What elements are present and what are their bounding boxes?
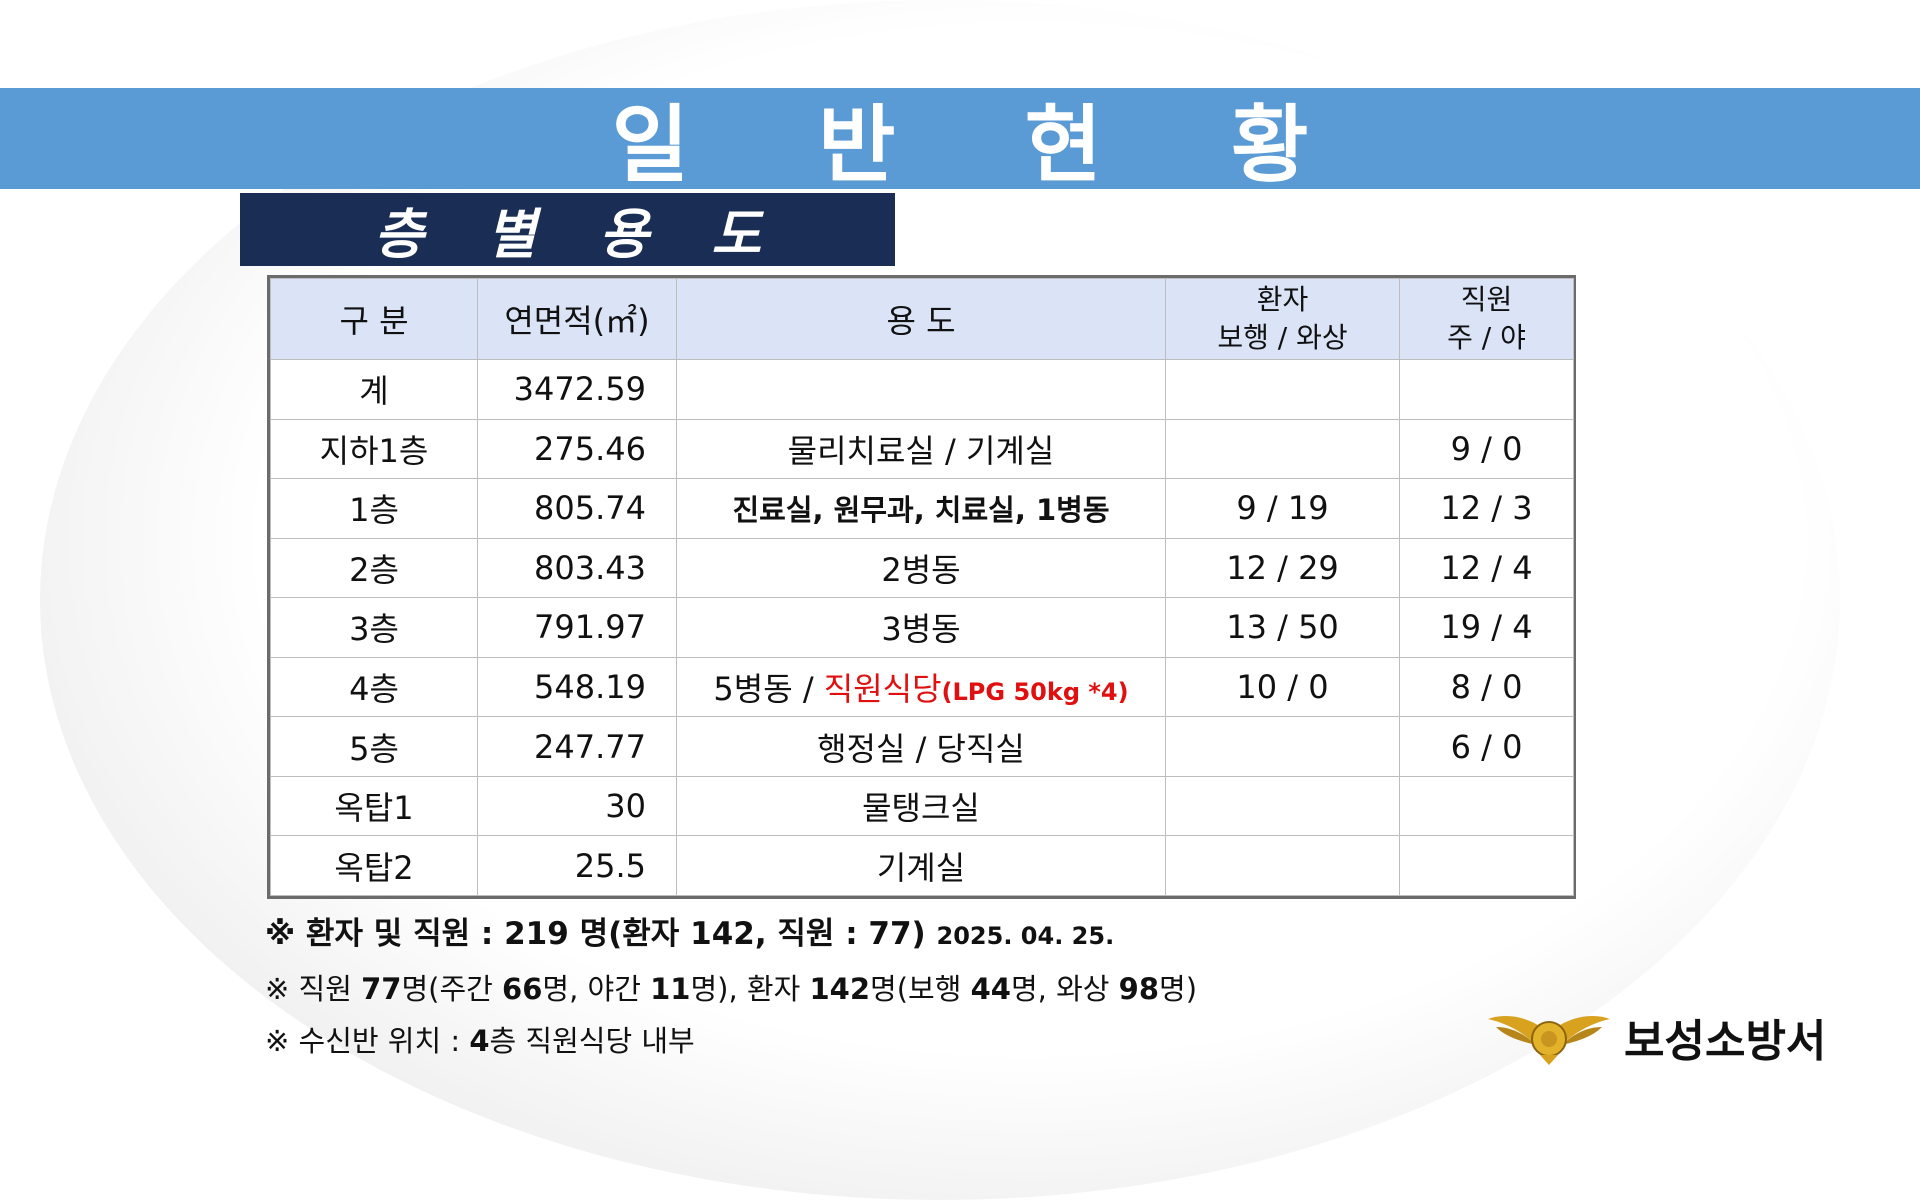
cell-patients — [1165, 835, 1400, 896]
cell-patients: 10 / 0 — [1165, 656, 1400, 718]
cell-usage: 물리치료실 / 기계실 — [676, 418, 1166, 480]
cell-usage: 진료실, 원무과, 치료실, 1병동 — [676, 478, 1166, 539]
table-row: 3층 791.97 3병동 13 / 50 19 / 4 — [270, 597, 1574, 658]
section-header: 층 별 용 도 — [240, 193, 895, 266]
header-patients-line2: 보행 / 와상 — [1217, 321, 1348, 354]
title-bar: 일 반 현 황 — [0, 88, 1920, 194]
cell-staff: 19 / 4 — [1399, 597, 1574, 658]
table-row: 4층 548.19 5병동 / 직원식당(LPG 50kg *4) 10 / 0… — [270, 656, 1574, 718]
note-text: 명(주간 — [401, 972, 503, 1006]
note-text: 층 직원식당 내부 — [489, 1024, 695, 1058]
cell-floor: 지하1층 — [270, 418, 478, 480]
note-number: 11 — [650, 972, 691, 1006]
header-patients-line1: 환자 — [1256, 283, 1309, 316]
cell-usage — [676, 359, 1166, 420]
note-number: 77 — [361, 972, 402, 1006]
cell-area: 548.19 — [477, 656, 677, 718]
table-row: 지하1층 275.46 물리치료실 / 기계실 9 / 0 — [270, 418, 1574, 480]
note-text: 명(보행 — [870, 972, 971, 1006]
note-number: 142 — [809, 972, 871, 1006]
usage-highlight: 직원식당 — [823, 670, 942, 708]
usage-main: 5병동 / — [713, 670, 824, 708]
organization-logo: 보성소방서 — [1488, 1005, 1826, 1069]
table-row: 5층 247.77 행정실 / 당직실 6 / 0 — [270, 716, 1574, 777]
cell-staff: 12 / 3 — [1399, 478, 1574, 539]
cell-area: 3472.59 — [477, 359, 677, 420]
note-receiver-location: ※ 수신반 위치 : 4층 직원식당 내부 — [265, 1018, 695, 1060]
note-text: 명), 환자 — [690, 972, 810, 1006]
cell-patients: 12 / 29 — [1165, 537, 1400, 599]
cell-area: 275.46 — [477, 418, 677, 480]
cell-floor: 옥탑2 — [270, 835, 478, 896]
note-date: 2025. 04. 25. — [936, 922, 1115, 950]
usage-note: (LPG 50kg *4) — [941, 678, 1129, 706]
cell-staff: 8 / 0 — [1399, 656, 1574, 718]
cell-patients: 9 / 19 — [1165, 478, 1400, 539]
header-usage: 용 도 — [676, 278, 1166, 360]
cell-staff — [1399, 359, 1574, 420]
cell-floor: 3층 — [270, 597, 478, 658]
note-text: 명, 와상 — [1010, 972, 1119, 1006]
cell-usage: 3병동 — [676, 597, 1166, 658]
table-row: 옥탑2 25.5 기계실 — [270, 835, 1574, 896]
cell-staff: 12 / 4 — [1399, 537, 1574, 599]
page-title: 일 반 현 황 — [611, 96, 1359, 194]
header-staff-line2: 주 / 야 — [1447, 321, 1526, 354]
note-number: 44 — [970, 972, 1011, 1006]
note-text: ※ 수신반 위치 : — [265, 1024, 470, 1058]
note-text: 명, 야간 — [542, 972, 651, 1006]
cell-staff: 6 / 0 — [1399, 716, 1574, 777]
note-number: 4 — [469, 1024, 490, 1058]
cell-patients — [1165, 359, 1400, 420]
cell-patients — [1165, 716, 1400, 777]
header-staff-line1: 직원 — [1460, 283, 1513, 316]
cell-usage: 5병동 / 직원식당(LPG 50kg *4) — [676, 656, 1166, 718]
note-total-text: ※ 환자 및 직원 : 219 명(환자 142, 직원 : 77) — [265, 916, 926, 952]
header-division: 구 분 — [270, 278, 478, 360]
cell-floor: 옥탑1 — [270, 775, 478, 837]
organization-name: 보성소방서 — [1624, 1016, 1827, 1067]
cell-area: 30 — [477, 775, 677, 837]
note-text: 명) — [1159, 972, 1198, 1006]
cell-staff — [1399, 835, 1574, 896]
cell-usage: 2병동 — [676, 537, 1166, 599]
cell-usage: 행정실 / 당직실 — [676, 716, 1166, 777]
cell-patients — [1165, 418, 1400, 480]
cell-patients: 13 / 50 — [1165, 597, 1400, 658]
cell-floor: 1층 — [270, 478, 478, 539]
fire-emblem-icon — [1488, 1015, 1610, 1065]
header-area: 연면적(㎡) — [477, 278, 677, 360]
cell-area: 247.77 — [477, 716, 677, 777]
cell-usage: 물탱크실 — [676, 775, 1166, 837]
cell-area: 791.97 — [477, 597, 677, 658]
table-row: 2층 803.43 2병동 12 / 29 12 / 4 — [270, 537, 1574, 599]
cell-area: 805.74 — [477, 478, 677, 539]
cell-floor: 4층 — [270, 656, 478, 718]
cell-floor: 5층 — [270, 716, 478, 777]
note-number: 98 — [1118, 972, 1160, 1006]
cell-floor: 2층 — [270, 537, 478, 599]
note-text: ※ 직원 — [265, 972, 362, 1006]
note-number: 66 — [502, 972, 543, 1006]
note-breakdown: ※ 직원 77명(주간 66명, 야간 11명), 환자 142명(보행 44명… — [265, 966, 1197, 1008]
note-total: ※ 환자 및 직원 : 219 명(환자 142, 직원 : 77) 2025.… — [265, 908, 1114, 953]
cell-area: 803.43 — [477, 537, 677, 599]
table-row: 옥탑1 30 물탱크실 — [270, 775, 1574, 837]
cell-floor: 계 — [270, 359, 478, 420]
cell-usage: 기계실 — [676, 835, 1166, 896]
cell-area: 25.5 — [477, 835, 677, 896]
cell-staff: 9 / 0 — [1399, 418, 1574, 480]
table-row: 1층 805.74 진료실, 원무과, 치료실, 1병동 9 / 19 12 /… — [270, 478, 1574, 539]
cell-staff — [1399, 775, 1574, 837]
table-row: 계 3472.59 — [270, 359, 1574, 420]
section-title: 층 별 용 도 — [373, 203, 784, 266]
cell-patients — [1165, 775, 1400, 837]
